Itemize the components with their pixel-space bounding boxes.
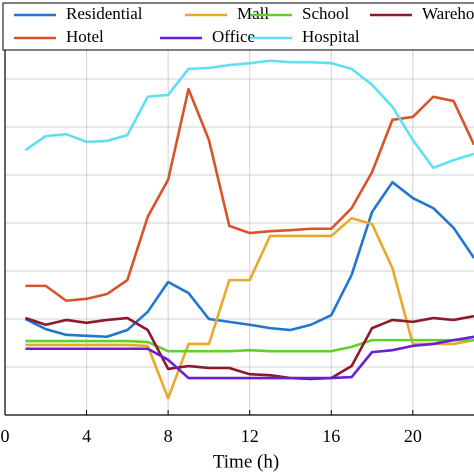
x-tick-label: 20 (404, 426, 422, 446)
legend-label: Hospital (302, 27, 360, 46)
series-line (25, 338, 474, 353)
legend-box (2, 2, 474, 51)
x-tick-label: 4 (82, 426, 91, 446)
series-line (24, 59, 474, 170)
legend-label: Office (212, 27, 255, 46)
x-tick-label: 8 (164, 426, 173, 446)
legend-label: Mall (237, 4, 269, 23)
x-tick-label: 0 (1, 426, 10, 446)
legend-label: Hotel (66, 27, 104, 46)
legend: Residential Mall School Warehouse Hotel Offic… (2, 2, 474, 51)
x-tick-label: 16 (322, 426, 340, 446)
legend-label: Warehouse (422, 4, 474, 23)
series-line (24, 314, 474, 381)
series-line (25, 335, 474, 380)
series-line (25, 216, 474, 400)
legend-label: Residential (66, 4, 143, 23)
legend-label: School (302, 4, 350, 23)
x-axis-label: Time (h) (213, 451, 279, 472)
x-tick-label: 12 (241, 426, 259, 446)
series-line (24, 180, 474, 339)
